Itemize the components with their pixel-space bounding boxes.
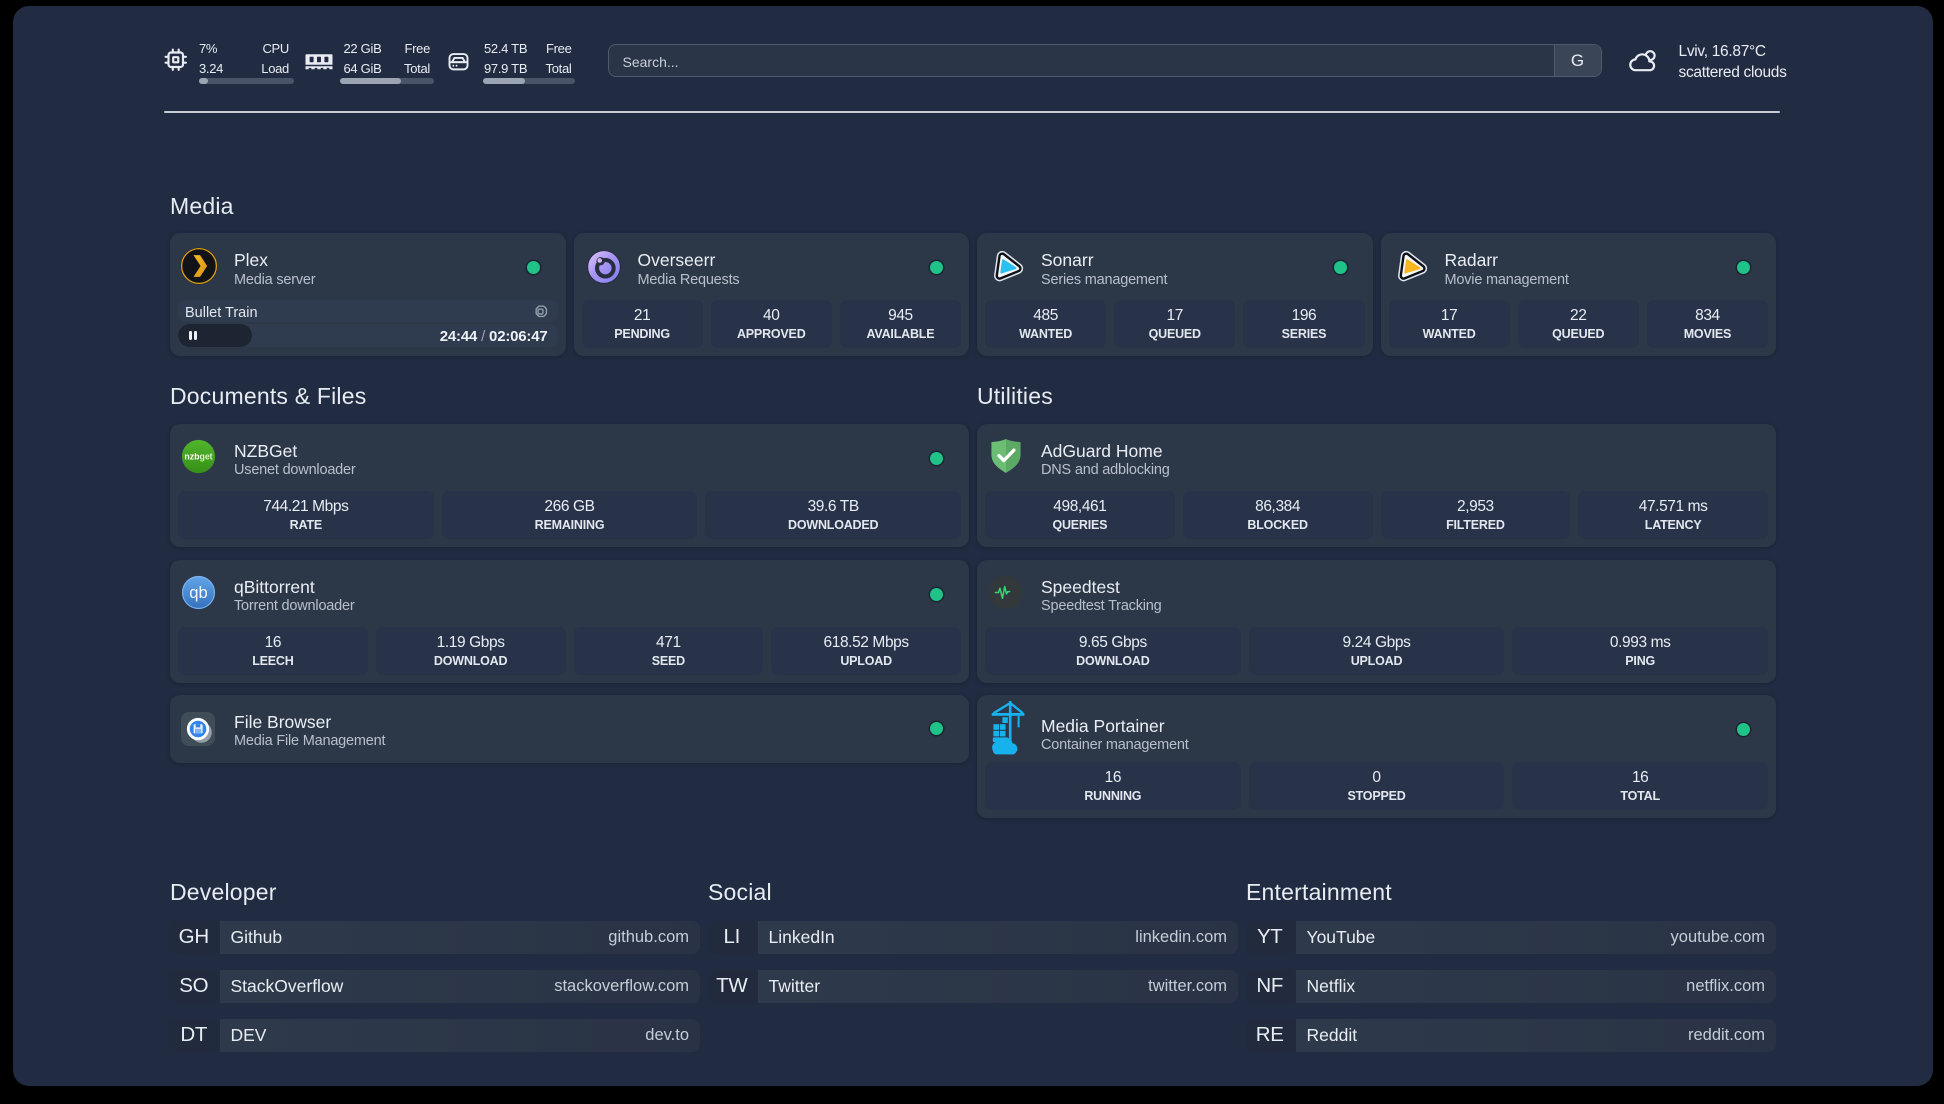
svg-text:nzbget: nzbget [184,451,212,461]
svg-text:qb: qb [189,583,207,602]
